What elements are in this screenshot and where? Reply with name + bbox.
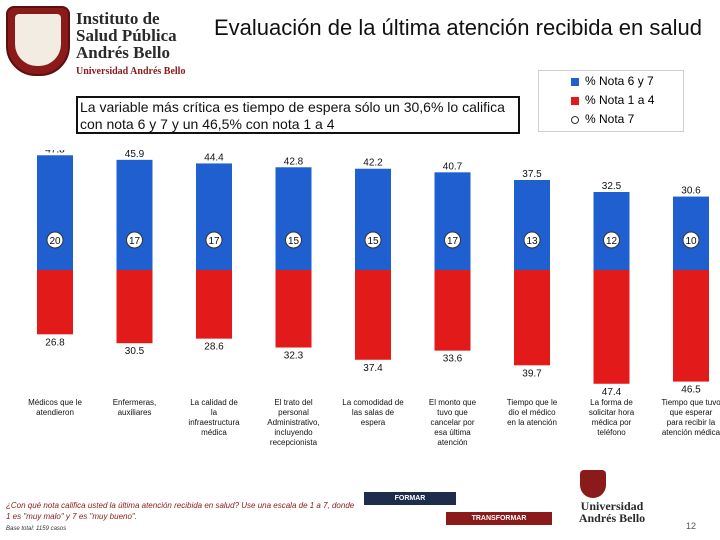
survey-question: ¿Con qué nota califica usted la última a… [6,501,355,521]
brand-line-2: Andrés Bello [578,511,646,525]
bar-nota-6-7-2 [196,163,232,270]
label-nota-6-7-3: 42.8 [284,156,304,167]
marker-nota-7-7 [603,231,620,249]
logo-line-3: Andrés Bello [76,43,170,62]
label-nota-6-7-4: 42.2 [363,158,383,169]
label-nota-6-7-8: 30.6 [681,186,701,197]
marker-nota-7-5 [444,231,461,249]
bar-nota-6-7-7 [593,192,630,270]
university-seal-icon [580,470,606,498]
logo-seal-icon [6,6,70,76]
category-label-1: Enfermeras, auxiliares [113,398,157,417]
bar-nota-6-7-0 [37,155,73,270]
bar-nota-1-4-1 [116,270,153,344]
label-nota-6-7-2: 44.4 [204,152,224,163]
institute-logo: Instituto de Salud Pública Andrés Bello … [6,6,196,78]
label-nota-1-4-5: 33.6 [443,354,463,365]
bar-nota-1-4-0 [37,270,73,335]
legend-label-nota-1-4: % Nota 1 a 4 [585,93,655,107]
label-nota-7-7: 12 [606,236,618,247]
brand-line-1: Universidad [580,499,644,513]
category-label-2: La calidad de la infraestructura médica [188,398,240,437]
label-nota-6-7-1: 45.9 [125,150,145,160]
legend-swatch-circle [571,116,579,124]
label-nota-1-4-7: 47.4 [602,387,622,398]
bar-nota-1-4-4 [355,270,391,360]
key-finding-box: La variable más crítica es tiempo de esp… [76,96,520,134]
legend-label-nota-7: % Nota 7 [585,112,635,126]
label-nota-6-7-6: 37.5 [522,169,542,180]
label-nota-6-7-5: 40.7 [443,161,463,172]
label-nota-1-4-1: 30.5 [125,346,145,357]
label-nota-1-4-4: 37.4 [363,363,383,374]
label-nota-7-1: 17 [129,236,141,247]
label-nota-1-4-6: 39.7 [522,368,542,379]
bar-nota-6-7-3 [275,167,312,270]
banner-transformar: TRANSFORMAR [446,512,552,525]
slide-title: Evaluación de la última atención recibid… [214,15,702,40]
bar-nota-6-7-6 [514,180,550,270]
category-label-8: Tiempo que tuvo que esperar para recibir l… [661,398,720,437]
banner-formar: FORMAR [364,492,456,505]
label-nota-6-7-7: 32.5 [602,181,622,192]
label-nota-6-7-0: 47.8 [45,150,65,155]
legend-swatch-blue [571,78,579,86]
label-nota-7-6: 13 [526,236,538,247]
label-nota-1-4-0: 26.8 [45,337,65,348]
category-label-3: El trato del personal Administrativo, inclu… [267,398,319,447]
label-nota-7-8: 10 [685,236,697,247]
marker-nota-7-1 [126,231,143,249]
bar-nota-1-4-2 [196,270,232,339]
label-nota-1-4-2: 28.6 [204,342,224,353]
category-label-4: La comodidad de las salas de espera [342,398,404,427]
marker-nota-7-4 [364,231,382,249]
label-nota-7-5: 17 [447,236,459,247]
bar-nota-6-7-4 [355,168,391,270]
label-nota-1-4-8: 46.5 [681,385,701,396]
bar-nota-6-7-1 [116,159,153,270]
logo-line-2: Salud Pública [76,26,177,45]
page-number: 12 [686,521,697,531]
marker-nota-7-8 [682,231,700,249]
marker-nota-7-3 [285,231,302,249]
bar-nota-6-7-5 [434,172,471,270]
logo-subtitle: Universidad Andrés Bello [76,66,186,77]
bar-nota-1-4-7 [593,270,630,384]
bar-nota-1-4-3 [275,270,312,348]
category-label-7: La forma de solicitar hora médica por teléf… [589,398,635,437]
base-note: Base total: 1159 casos [6,526,67,532]
bar-nota-1-4-5 [434,270,471,351]
category-label-6: Tiempo que le dio el médico en la atención [507,398,558,427]
bar-nota-1-4-8 [673,270,709,382]
label-nota-7-3: 15 [288,236,300,247]
label-nota-7-0: 20 [49,236,61,247]
university-brand: Universidad Andrés Bello [562,500,662,524]
marker-nota-7-6 [523,231,541,249]
bar-nota-1-4-6 [514,270,550,366]
label-nota-7-4: 15 [367,236,379,247]
label-nota-1-4-3: 32.3 [284,351,304,362]
legend-swatch-red [571,97,579,105]
marker-nota-7-0 [46,231,64,249]
marker-nota-7-2 [205,231,223,249]
category-label-5: El monto que tuvo que cancelar por esa últi… [429,398,477,447]
legend-label-nota-6-7: % Nota 6 y 7 [585,74,654,88]
category-label-0: Médicos que le atendieron [28,398,82,417]
logo-line-1: Instituto de [76,9,160,28]
label-nota-7-2: 17 [208,236,220,247]
chart-legend: % Nota 6 y 7 % Nota 1 a 4 % Nota 7 [538,70,684,132]
